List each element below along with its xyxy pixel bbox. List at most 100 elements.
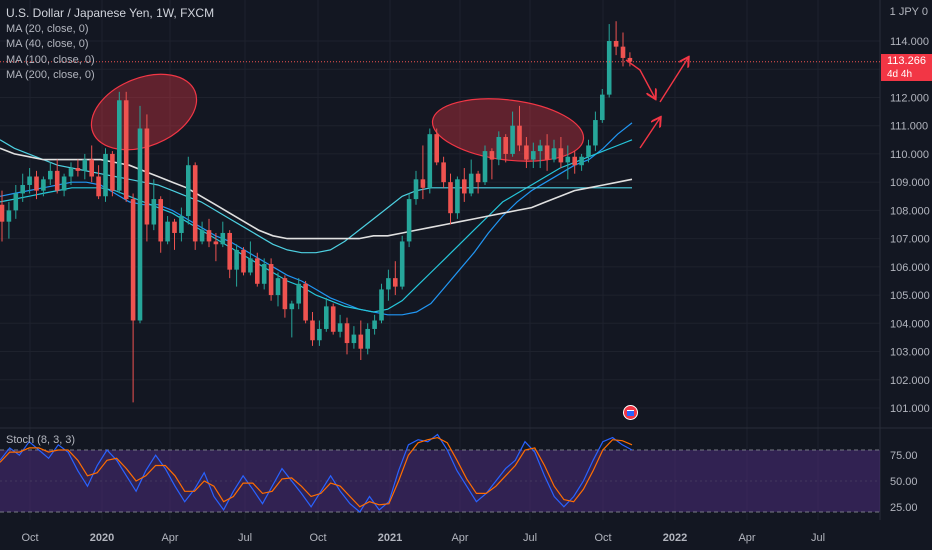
candle-body [282,278,288,310]
candlestick-series [0,21,880,403]
candle-body [27,176,32,185]
candle-body [151,199,157,225]
candle-body [337,323,343,332]
candle-body [192,165,198,242]
candle-body [41,179,46,191]
candle-body [572,156,577,166]
candle-body [324,306,329,329]
candle-body [234,249,239,270]
candle-body [468,173,474,194]
stoch-k-line [0,433,633,513]
stochastic-panel [0,433,880,513]
candle-body [434,134,439,163]
candle-body [600,94,605,121]
candle-body [524,145,529,160]
candle-body [261,264,267,284]
candle-body [82,159,88,171]
candle-body [399,241,405,287]
annotation-arrow-up [639,118,660,149]
time-tick-label: Oct [309,532,326,544]
candle-body [627,57,633,62]
legend-ma-200[interactable]: MA (200, close, 0) [6,69,95,81]
candle-body [420,179,426,188]
ma-line-40 [0,139,633,313]
candle-body [96,176,101,197]
time-tick-label: Oct [594,532,611,544]
candle-body [54,170,60,191]
candle-body [186,165,191,217]
candle-body [227,232,232,270]
chart-legend: U.S. Dollar / Japanese Yen, 1W, FXCM MA … [6,6,214,84]
candle-body [268,264,274,296]
candle-body [275,278,281,296]
candle-body [6,210,12,222]
candle-body [220,232,226,245]
candle-body [117,100,122,191]
legend-ma-100[interactable]: MA (100, close, 0) [6,53,95,66]
candle-body [13,193,19,211]
symbol-title[interactable]: U.S. Dollar / Japanese Yen, 1W, FXCM [6,6,215,20]
candle-body [130,199,136,321]
candle-body [351,334,357,344]
candle-body [475,173,481,183]
time-tick-label: Apr [451,532,468,544]
candle-body [158,199,163,242]
time-tick-label: 2022 [663,532,687,544]
currency-label[interactable]: 1 JPY 0 [889,6,928,18]
time-axis[interactable]: Oct 2020 Apr Jul Oct 2021 Apr Jul Oct 2022 Apr Jul [21,532,825,544]
candle-body [413,179,419,200]
candle-body [310,320,315,341]
candle-body [441,162,446,183]
candle-body [406,199,412,242]
candle-body [613,41,619,47]
candle-body [551,148,557,160]
price-tick-label: 111.000 [890,121,928,133]
stoch-indicator-label[interactable]: Stoch (8, 3, 3) [6,434,76,446]
candle-body [565,156,571,163]
candle-body [248,258,253,273]
candle-body [303,283,308,321]
candle-body [358,334,364,349]
price-tick-label: 107.000 [890,234,930,246]
candle-body [289,303,295,310]
price-tick-label: 105.000 [890,290,930,302]
candle-body [558,148,564,163]
time-tick-label: Oct [21,532,38,544]
candle-body [531,151,536,160]
candle-body [489,151,495,160]
annotation-arrow-up [659,58,688,103]
candle-body [496,136,502,160]
candle-body [330,306,336,332]
candle-body [34,176,39,191]
price-axis[interactable]: 114.000113.000112.000111.000110.000109.0… [890,36,930,514]
candle-body [172,221,177,233]
legend-ma-40[interactable]: MA (40, close, 0) [6,38,89,50]
candle-body [89,159,94,177]
candle-body [144,128,150,225]
price-tick-label: 108.000 [890,205,930,217]
candle-body [379,289,384,321]
stoch-tick-label: 50.00 [890,476,918,488]
candle-body [462,179,467,194]
candle-body [0,204,5,222]
price-tick-label: 109.000 [890,177,930,189]
annotation-arrow-down [625,59,655,98]
time-tick-label: 2021 [378,532,402,544]
candle-body [48,170,53,180]
candle-body [165,221,170,242]
time-tick-label: 2020 [90,532,114,544]
candle-body [448,182,453,214]
price-tick-label: 114.000 [890,36,929,48]
price-tick-label: 110.000 [890,149,929,161]
candle-body [455,179,460,214]
price-tick-label: 103.000 [890,347,930,359]
candle-body [344,323,350,344]
candle-body [317,328,322,341]
price-tick-label: 101.000 [890,403,930,415]
candle-body [206,230,212,242]
candle-body [110,153,115,191]
us-flag-icon[interactable] [623,405,638,420]
legend-ma-20[interactable]: MA (20, close, 0) [6,22,89,35]
candle-body [68,168,74,177]
